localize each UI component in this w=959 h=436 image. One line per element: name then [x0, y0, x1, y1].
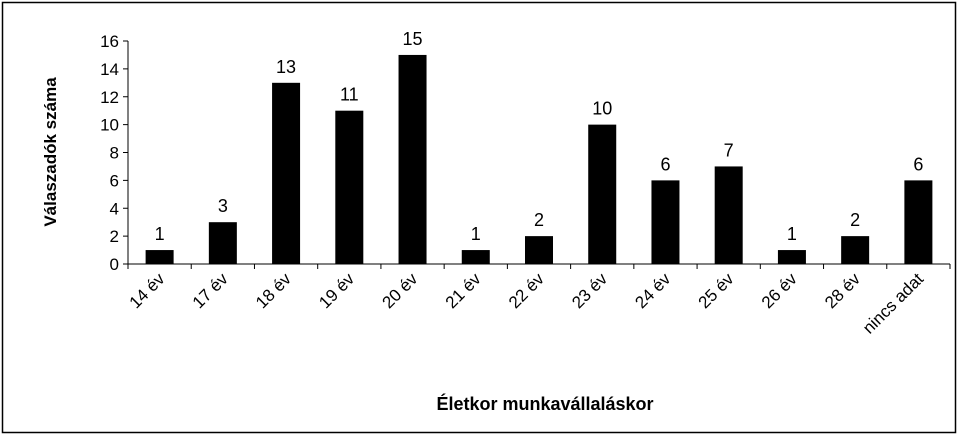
bar	[904, 180, 933, 264]
bar	[272, 82, 301, 264]
bar	[145, 250, 174, 264]
value-label: 15	[403, 29, 423, 49]
y-axis-label: Válaszadók száma	[41, 77, 60, 227]
y-tick-label: 8	[110, 144, 119, 163]
x-axis-label: Életkor munkavállaláskor	[436, 393, 653, 414]
value-label: 3	[218, 196, 228, 216]
y-tick-label: 12	[100, 88, 119, 107]
y-tick-label: 0	[110, 255, 119, 274]
value-label: 1	[471, 224, 481, 244]
bar	[651, 180, 680, 264]
value-label: 6	[660, 154, 670, 174]
y-tick-label: 10	[100, 116, 119, 135]
value-label: 13	[276, 57, 296, 77]
value-label: 2	[534, 210, 544, 230]
y-tick-label: 2	[110, 227, 119, 246]
value-label: 2	[850, 210, 860, 230]
bar	[525, 236, 553, 264]
value-label: 11	[340, 85, 359, 105]
value-label: 7	[724, 140, 734, 160]
value-label: 1	[787, 224, 797, 244]
bar	[208, 222, 237, 264]
bar	[398, 54, 427, 264]
bar	[588, 124, 617, 264]
bar	[777, 250, 806, 264]
y-tick-label: 4	[110, 199, 119, 218]
value-label: 1	[155, 224, 165, 244]
bar	[335, 110, 364, 264]
y-tick-label: 6	[110, 171, 119, 190]
bar	[714, 166, 743, 264]
y-tick-label: 16	[100, 32, 119, 51]
value-label: 10	[592, 99, 612, 119]
value-label: 6	[913, 154, 923, 174]
bar	[461, 250, 490, 264]
y-tick-label: 14	[100, 60, 119, 79]
bar	[841, 236, 870, 264]
